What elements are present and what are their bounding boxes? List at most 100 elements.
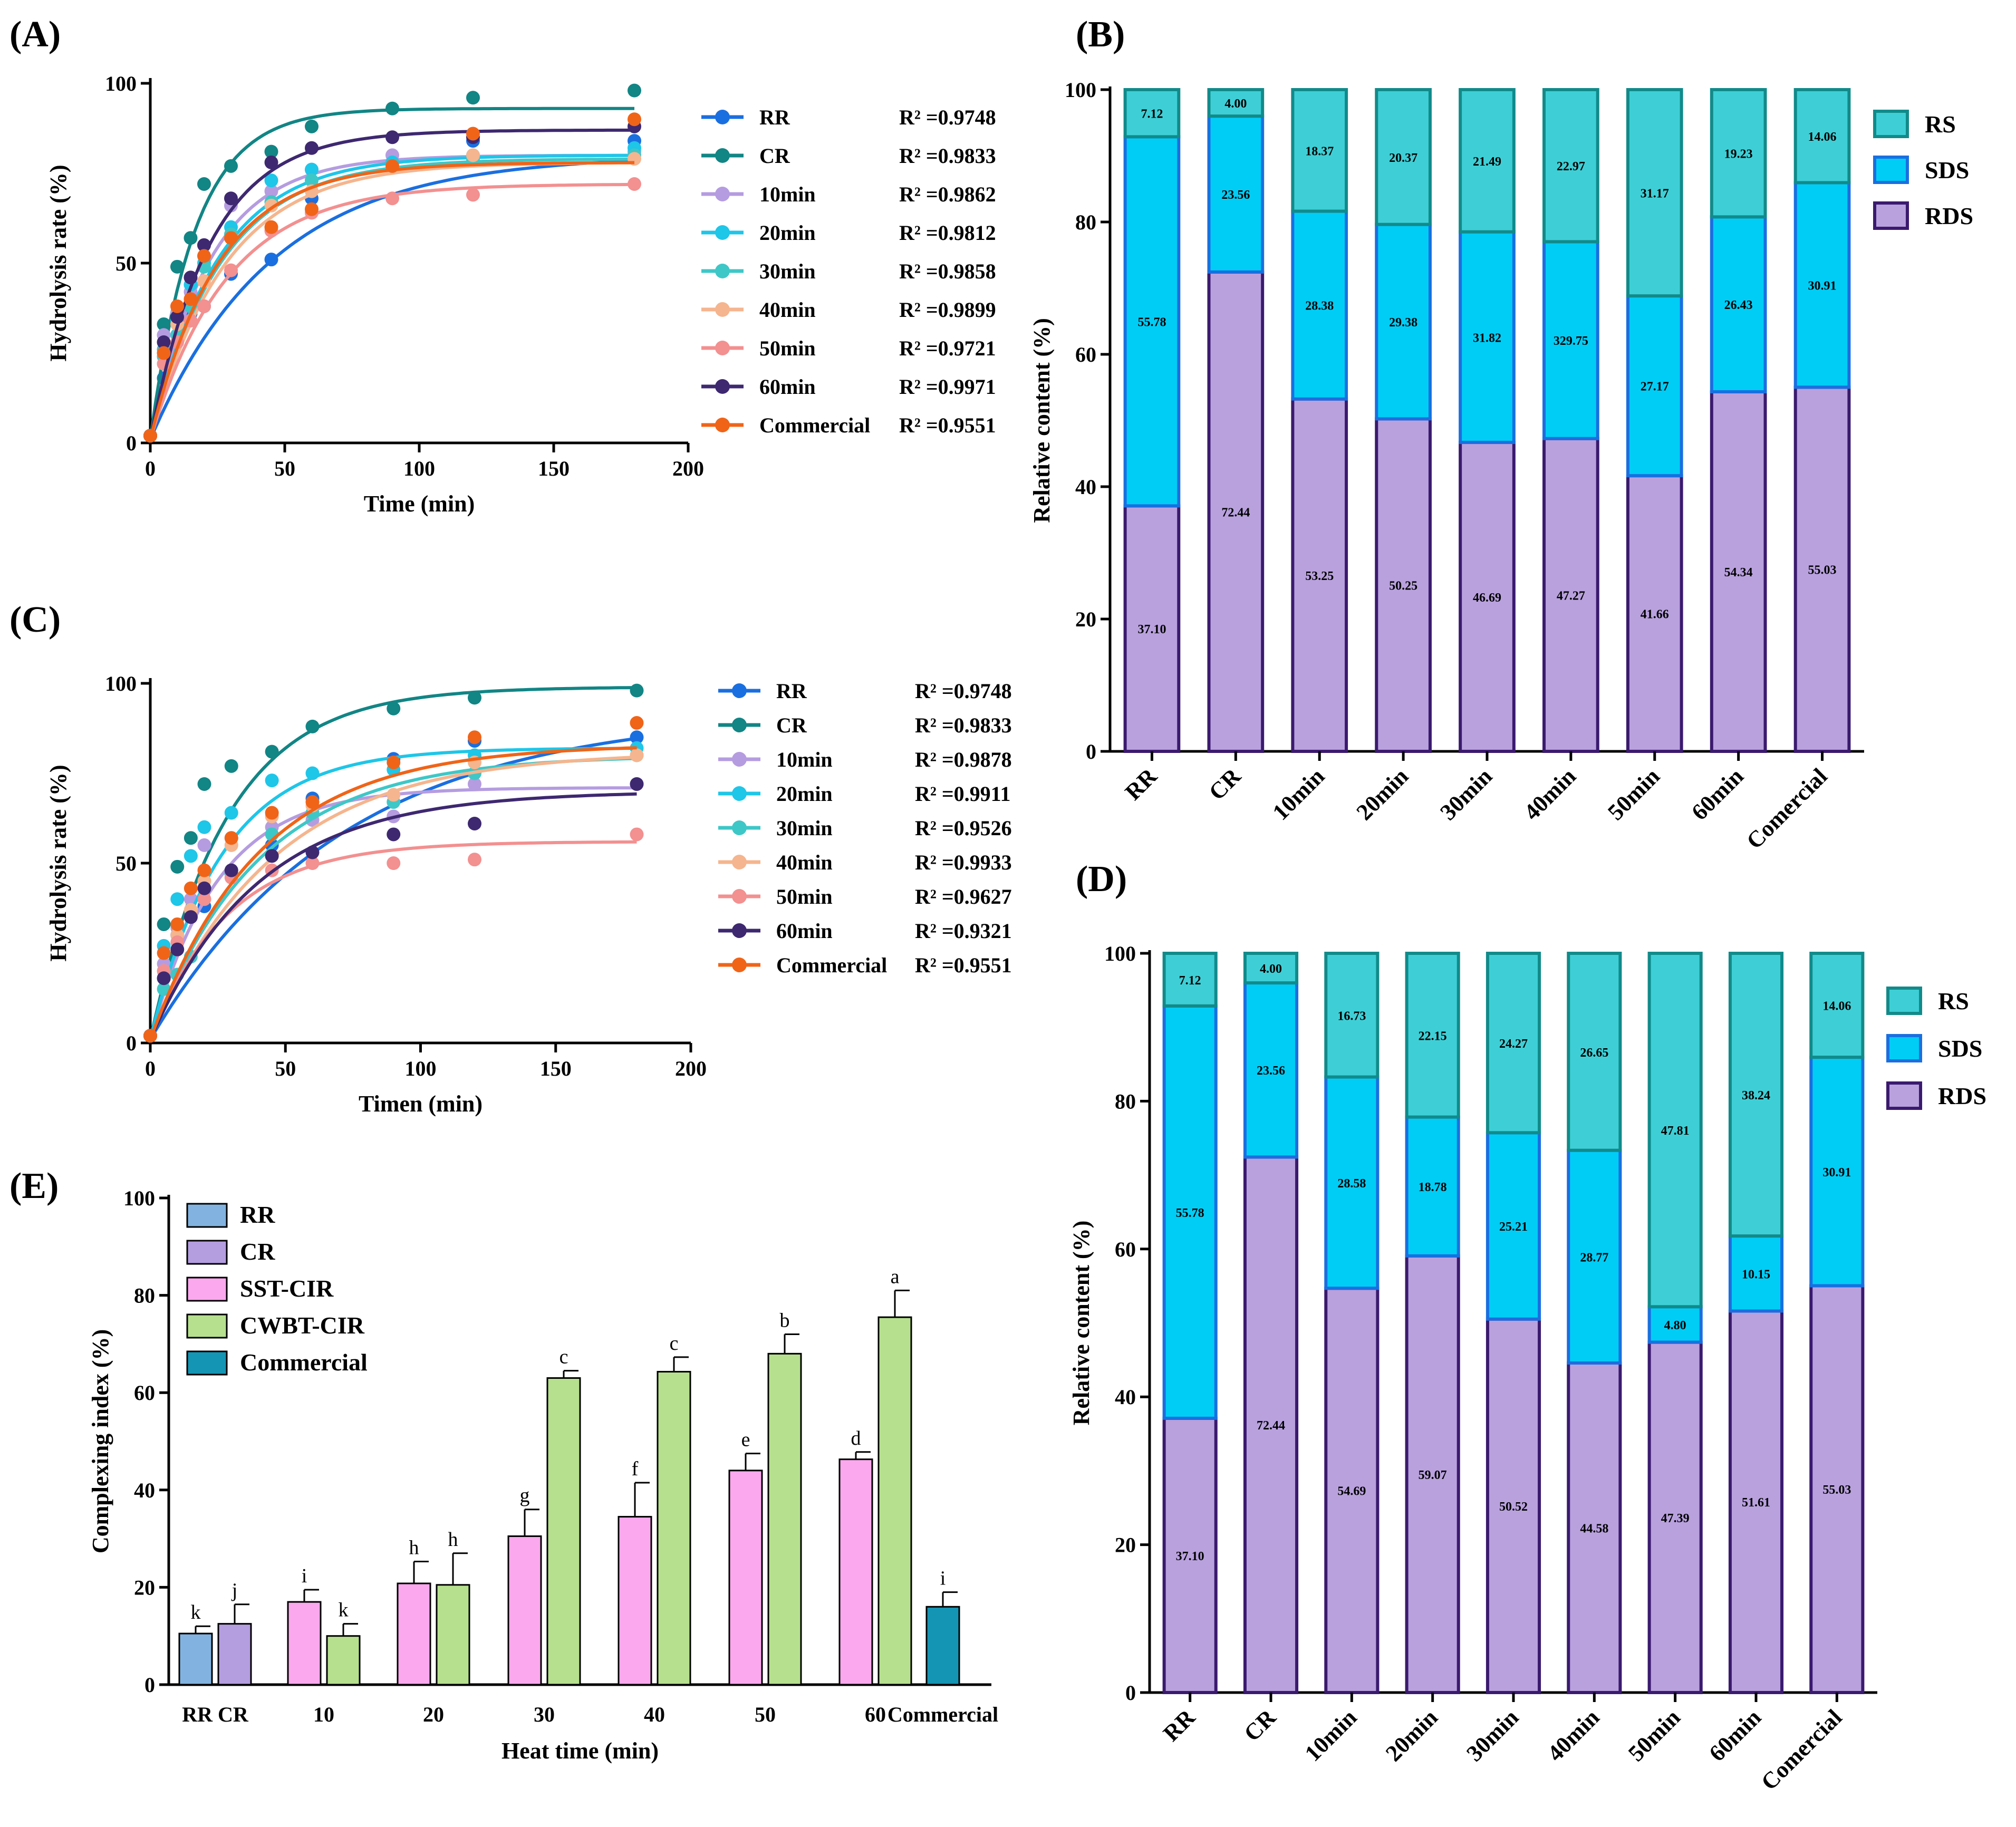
data-point (197, 777, 211, 791)
bar-value-label: 31.82 (1473, 331, 1501, 345)
legend-r2: R² =0.9862 (899, 182, 996, 206)
legend-marker (732, 923, 747, 938)
data-point (630, 827, 644, 842)
data-point (170, 310, 184, 324)
bar-stack-20min: 59.07 18.78 22.15 (1405, 952, 1460, 1694)
significance-letter: a (891, 1265, 900, 1288)
data-point (630, 716, 644, 730)
data-point (157, 971, 171, 985)
data-point (170, 917, 185, 931)
bar (838, 1458, 873, 1686)
x-tick-label: 0 (145, 457, 156, 480)
series-60min: 60min R² =0.9971 (143, 119, 996, 443)
legend-label: Commercial (776, 953, 887, 977)
bar-value-label: 54.69 (1337, 1485, 1366, 1499)
y-axis-title: Complexing index (%) (88, 1329, 113, 1553)
bar-segment-rds (1291, 397, 1348, 753)
bar-stack-30min: 50.52 25.21 24.27 (1486, 952, 1541, 1695)
legend-r2: R² =0.9748 (915, 679, 1012, 703)
y-tick-label: 50 (115, 252, 137, 275)
bar-segment-sds (1728, 1234, 1784, 1313)
data-point (468, 816, 481, 830)
bar-value-label: 28.77 (1580, 1251, 1608, 1264)
legend-label: 10min (759, 182, 816, 206)
bar-value-label: 18.37 (1305, 144, 1334, 158)
series-40min: 40min R² =0.9933 (143, 748, 1012, 1043)
bar-value-label: 7.12 (1179, 974, 1201, 988)
data-point (197, 892, 211, 906)
data-point (305, 162, 319, 177)
data-point (468, 730, 481, 745)
data-point (265, 849, 279, 863)
data-point (466, 188, 480, 202)
legend-label: 50min (759, 336, 816, 360)
y-tick-label: 100 (123, 1186, 155, 1210)
significance-letter: h (448, 1529, 458, 1551)
bar-cwbt-cir: c (657, 1332, 691, 1686)
legend-swatch-cwbt-cir (186, 1313, 228, 1339)
bar-value-label: 55.78 (1137, 315, 1166, 329)
data-point (305, 119, 319, 133)
bar-sst-cir: i (287, 1565, 322, 1686)
data-point (197, 820, 211, 834)
bar-value-label: 46.69 (1473, 591, 1501, 605)
significance-letter: b (780, 1309, 790, 1331)
legend-label: Commercial (240, 1349, 368, 1376)
legend-label: RS (1938, 988, 1969, 1014)
legend-swatch-rs (1886, 987, 1922, 1015)
data-point (157, 946, 171, 960)
bar-segment-rs (1243, 952, 1299, 985)
data-point (630, 748, 644, 762)
data-point (157, 917, 171, 931)
data-point (628, 177, 641, 191)
y-tick-label: 80 (1075, 210, 1096, 234)
data-point (628, 112, 641, 127)
bar-stack-comercial: 55.03 30.91 14.06 (1793, 88, 1851, 753)
bar-stack-comercial: 55.03 30.91 14.06 (1809, 952, 1865, 1695)
bar-segment-sds (1809, 1056, 1865, 1288)
legend-marker (715, 341, 730, 355)
bar-value-label: 28.38 (1305, 299, 1334, 313)
bar-value-label: 54.34 (1724, 566, 1753, 579)
legend-marker (732, 820, 747, 835)
legend-swatch-sds (1886, 1034, 1922, 1062)
legend-marker (732, 752, 747, 767)
data-point (305, 766, 320, 780)
data-point (224, 831, 238, 845)
legend-r2: R² =0.9933 (915, 850, 1012, 874)
legend-swatch-rds (1886, 1081, 1922, 1110)
bar-segment-rs (1647, 952, 1703, 1309)
data-point (170, 859, 185, 874)
panel-b-starch-fraction-chart: (B) 0 20 40 60 80 100 Relative content (%) 37.10… (1029, 14, 1973, 854)
y-tick-label: 80 (1115, 1089, 1136, 1113)
bar-value-label: 59.07 (1419, 1468, 1447, 1482)
bar-value-label: 14.06 (1822, 1000, 1851, 1013)
x-tick-label: 50 (274, 457, 295, 480)
bar-segment-sds (1324, 1075, 1380, 1290)
y-tick-label: 0 (144, 1673, 155, 1697)
data-point (468, 777, 481, 791)
data-point (468, 691, 481, 705)
data-point (224, 191, 238, 206)
bar-value-label: 23.56 (1257, 1064, 1285, 1078)
x-tick-label: 200 (675, 1057, 707, 1080)
bar-value-label: 55.78 (1176, 1206, 1204, 1220)
legend-label: SST-CIR (240, 1275, 334, 1302)
bar-value-label: 47.39 (1661, 1512, 1690, 1525)
data-point (468, 853, 481, 867)
bar-stack-30min: 46.69 31.82 21.49 (1459, 88, 1516, 753)
y-tick-label: 40 (1075, 475, 1096, 499)
x-axis-title: Heat time (min) (501, 1738, 659, 1764)
legend-label: 10min (776, 748, 833, 771)
data-point (157, 317, 171, 331)
data-point (265, 745, 279, 759)
bar-segment-rs (1207, 88, 1265, 118)
data-point (197, 238, 211, 252)
bar (397, 1582, 431, 1686)
data-point (305, 173, 319, 188)
bar-stack-60min: 51.61 10.15 38.24 (1728, 952, 1784, 1694)
data-point (224, 759, 238, 773)
bar-segment-rs (1710, 88, 1767, 219)
data-point (184, 270, 198, 285)
bar-sst-cir: g (507, 1485, 542, 1686)
